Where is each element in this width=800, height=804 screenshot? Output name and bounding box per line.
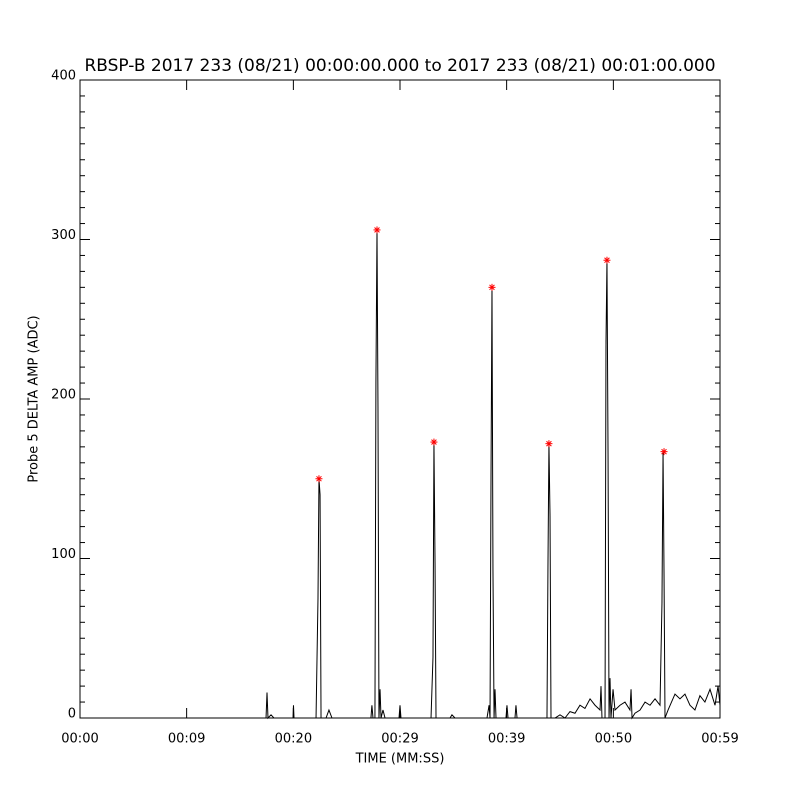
y-tick-label: 200 xyxy=(51,388,76,403)
marker-stroke xyxy=(374,227,380,233)
x-axis-label: TIME (MM:SS) xyxy=(355,752,445,767)
y-tick-label: 100 xyxy=(51,547,76,562)
x-tick-label: 00:00 xyxy=(61,732,98,747)
chart-title: RBSP-B 2017 233 (08/21) 00:00:00.000 to … xyxy=(84,56,715,76)
x-tick-label: 00:09 xyxy=(168,732,205,747)
peak-marker xyxy=(545,440,553,448)
plot-frame xyxy=(79,79,721,719)
x-tick-label: 00:59 xyxy=(701,732,738,747)
marker-stroke xyxy=(316,475,322,482)
marker-stroke xyxy=(604,257,610,264)
peak-marker xyxy=(488,283,496,291)
marker-stroke xyxy=(489,284,495,291)
peak-marker xyxy=(373,226,381,234)
peak-marker xyxy=(660,448,668,456)
peak-marker xyxy=(603,256,611,264)
x-tick-label: 00:29 xyxy=(381,732,418,747)
x-tick-label: 00:20 xyxy=(275,732,312,747)
y-tick-label: 400 xyxy=(51,69,76,84)
peak-marker xyxy=(430,438,438,446)
peak-marker xyxy=(315,475,323,483)
data-line xyxy=(80,229,721,720)
y-axis-label: Probe 5 DELTA AMP (ADC) xyxy=(27,315,42,482)
y-tick-label: 0 xyxy=(68,707,76,722)
x-tick-label: 00:50 xyxy=(595,732,632,747)
marker-stroke xyxy=(661,448,667,455)
marker-stroke xyxy=(431,439,437,445)
marker-stroke xyxy=(546,440,552,447)
y-tick-label: 300 xyxy=(51,228,76,243)
x-tick-label: 00:39 xyxy=(488,732,525,747)
